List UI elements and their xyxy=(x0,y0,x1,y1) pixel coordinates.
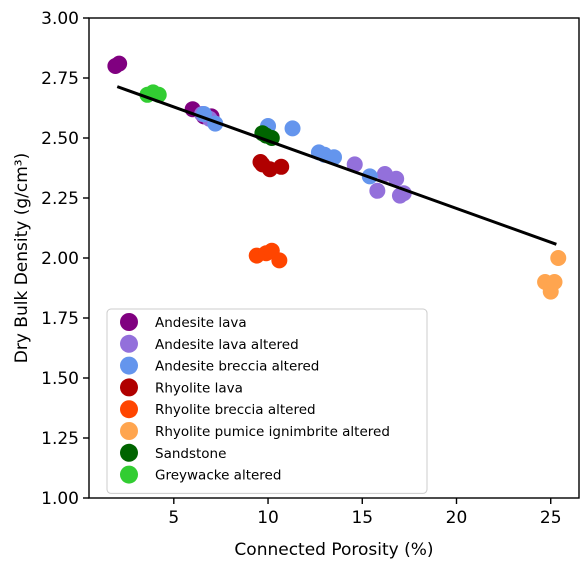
y-axis-label: Dry Bulk Density (g/cm³) xyxy=(12,153,32,364)
y-tick-label: 1.75 xyxy=(41,309,79,329)
x-tick-label: 25 xyxy=(540,508,562,528)
series-4 xyxy=(248,242,288,269)
axes: 5 10 15 20 25 1.00 1.25 1.50 1.75 2.00 2.25 2.50 2.7… xyxy=(41,9,580,528)
y-tick-label: 2.00 xyxy=(41,249,79,269)
legend-marker xyxy=(120,356,138,375)
legend-marker xyxy=(120,422,138,440)
legend-label: Andesite lava altered xyxy=(155,337,299,353)
legend: Andesite lava Andesite lava altered Andesi… xyxy=(106,308,428,494)
legend-marker xyxy=(120,465,138,484)
y-tick-label: 2.25 xyxy=(41,189,79,209)
data-point xyxy=(326,149,342,166)
x-tick-label: 5 xyxy=(168,508,179,528)
data-point xyxy=(346,156,363,173)
y-tick-label: 1.00 xyxy=(41,489,79,509)
data-point xyxy=(369,182,386,199)
x-axis-label: Connected Porosity (%) xyxy=(234,540,433,560)
series-2 xyxy=(195,106,378,185)
legend-marker xyxy=(120,378,138,397)
x-tick-label: 20 xyxy=(446,508,468,528)
data-point xyxy=(550,250,567,266)
legend-label: Rhyolite breccia altered xyxy=(155,402,316,418)
y-tick-label: 2.75 xyxy=(41,69,79,89)
x-tick-label: 15 xyxy=(351,508,373,528)
plot-area xyxy=(107,55,567,300)
legend-label: Andesite lava xyxy=(155,315,247,331)
legend-label: Rhyolite pumice ignimbrite altered xyxy=(155,424,390,440)
y-tick-label: 3.00 xyxy=(41,9,79,29)
legend-marker xyxy=(120,400,138,419)
legend-box xyxy=(106,308,428,494)
data-point xyxy=(546,274,563,290)
data-point xyxy=(273,158,290,175)
trend-line xyxy=(116,85,557,246)
y-tick-label: 1.50 xyxy=(41,369,79,389)
data-point xyxy=(388,170,405,187)
legend-label: Sandstone xyxy=(155,446,226,462)
data-point xyxy=(111,55,128,72)
series-5 xyxy=(537,250,567,300)
legend-label: Andesite breccia altered xyxy=(155,359,319,375)
legend-label: Greywacke altered xyxy=(155,468,281,484)
legend-marker xyxy=(120,443,138,462)
legend-marker xyxy=(120,313,138,331)
legend-label: Rhyolite lava xyxy=(155,380,243,396)
data-point xyxy=(271,252,288,269)
data-point xyxy=(284,120,301,137)
series-3 xyxy=(252,154,290,178)
y-tick-label: 1.25 xyxy=(41,429,79,449)
x-tick-label: 10 xyxy=(257,508,279,528)
legend-marker xyxy=(120,334,138,353)
y-tick-label: 2.50 xyxy=(41,129,79,149)
